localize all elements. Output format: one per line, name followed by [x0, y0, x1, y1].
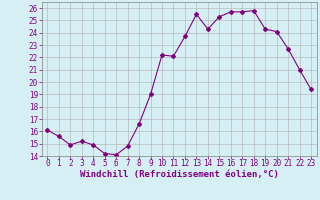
X-axis label: Windchill (Refroidissement éolien,°C): Windchill (Refroidissement éolien,°C): [80, 170, 279, 179]
